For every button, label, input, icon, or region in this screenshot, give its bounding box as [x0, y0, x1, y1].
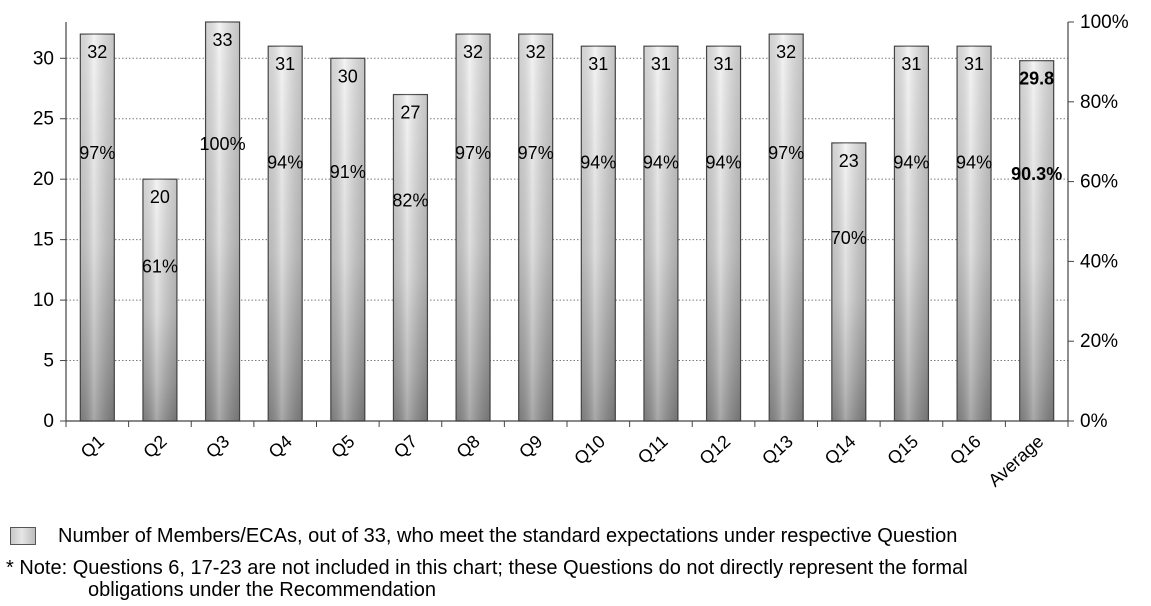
- bar-sheen: [706, 46, 741, 421]
- percent-label: 97%: [79, 143, 115, 163]
- category-label: Q8: [453, 431, 484, 462]
- percent-label: 94%: [956, 153, 992, 173]
- y-tick-label: 25: [33, 109, 54, 130]
- category-label: Q13: [758, 431, 797, 469]
- category-label: Q1: [77, 431, 108, 462]
- category-label: Q9: [515, 431, 546, 462]
- category-label: Q4: [265, 431, 296, 462]
- category-label: Q3: [202, 431, 233, 462]
- y-tick-label: 20: [33, 169, 54, 190]
- bar-sheen: [1019, 60, 1054, 421]
- value-label: 32: [87, 42, 107, 62]
- value-label: 31: [651, 54, 671, 74]
- bar-sheen: [393, 94, 428, 421]
- y-tick-label: 15: [33, 230, 54, 251]
- category-label: Q7: [390, 431, 421, 462]
- category-label: Q12: [696, 431, 735, 469]
- bar-sheen: [831, 142, 866, 421]
- category-label: Q15: [883, 431, 922, 469]
- category-label: Q14: [821, 431, 860, 469]
- value-label: 27: [400, 103, 420, 123]
- bar-sheen: [268, 46, 303, 421]
- value-label: 31: [714, 54, 734, 74]
- percent-label: 97%: [455, 143, 491, 163]
- bar-sheen: [643, 46, 678, 421]
- gridlines: [66, 57, 1068, 362]
- percent-label: 90.3%: [1011, 164, 1062, 184]
- category-label: Q5: [327, 431, 358, 462]
- percent-label: 97%: [768, 143, 804, 163]
- axes: 0 5 10 15 20 25 30 0% 20% 40% 60% 80% 100%: [33, 12, 1129, 432]
- bar-sheen: [205, 22, 240, 421]
- y2-tick-label: 60%: [1080, 172, 1118, 193]
- bar-sheen: [769, 34, 804, 421]
- y-tick-label: 30: [33, 48, 54, 69]
- category-label: Q10: [570, 431, 609, 469]
- y2-tick-label: 40%: [1080, 251, 1118, 272]
- percent-label: 94%: [643, 153, 679, 173]
- percent-label: 91%: [330, 162, 366, 182]
- percent-label: 97%: [518, 143, 554, 163]
- y2-tick-label: 20%: [1080, 331, 1118, 352]
- percent-label: 70%: [831, 228, 867, 248]
- value-label: 23: [839, 151, 859, 171]
- percent-label: 61%: [142, 256, 178, 276]
- category-label: Q11: [634, 431, 672, 468]
- y2-tick-label: 0%: [1080, 411, 1108, 432]
- value-label: 32: [776, 42, 796, 62]
- bar-sheen: [456, 34, 491, 421]
- bar-sheen: [957, 46, 992, 421]
- percent-label: 94%: [580, 153, 616, 173]
- percent-label: 94%: [706, 153, 742, 173]
- bar-sheen: [518, 34, 553, 421]
- y-tick-label: 10: [33, 290, 54, 311]
- category-label: Average: [984, 431, 1047, 491]
- value-label: 31: [588, 54, 608, 74]
- value-label: 31: [275, 54, 295, 74]
- percent-label: 100%: [200, 134, 246, 154]
- value-label: 30: [338, 66, 358, 86]
- value-label: 32: [463, 42, 483, 62]
- legend-swatch: [10, 527, 36, 545]
- bar-sheen: [330, 58, 365, 421]
- category-label: Q16: [946, 431, 985, 469]
- legend: Number of Members/ECAs, out of 33, who m…: [10, 524, 957, 548]
- category-label: Q2: [139, 431, 170, 462]
- value-label: 33: [213, 30, 233, 50]
- value-label: 20: [150, 187, 170, 207]
- bar-sheen: [80, 34, 115, 421]
- footnote: * Note: Questions 6, 17-23 are not inclu…: [6, 557, 968, 601]
- percent-label: 82%: [392, 190, 428, 210]
- bar-sheen: [581, 46, 616, 421]
- y2-tick-label: 100%: [1080, 12, 1129, 33]
- percent-label: 94%: [893, 153, 929, 173]
- y-tick-label: 0: [43, 411, 54, 432]
- legend-label: Number of Members/ECAs, out of 33, who m…: [58, 524, 958, 547]
- bars: [79, 21, 1055, 422]
- percent-label: 94%: [267, 153, 303, 173]
- value-label: 31: [901, 54, 921, 74]
- footnote-line-2: obligations under the Recommendation: [88, 579, 436, 601]
- value-label: 29.8: [1019, 69, 1054, 89]
- bar-sheen: [142, 179, 177, 421]
- y2-tick-label: 80%: [1080, 92, 1118, 113]
- y-tick-label: 5: [43, 351, 54, 372]
- bar-sheen: [894, 46, 929, 421]
- value-label: 31: [964, 54, 984, 74]
- footnote-line-1: * Note: Questions 6, 17-23 are not inclu…: [6, 557, 968, 579]
- value-label: 32: [526, 42, 546, 62]
